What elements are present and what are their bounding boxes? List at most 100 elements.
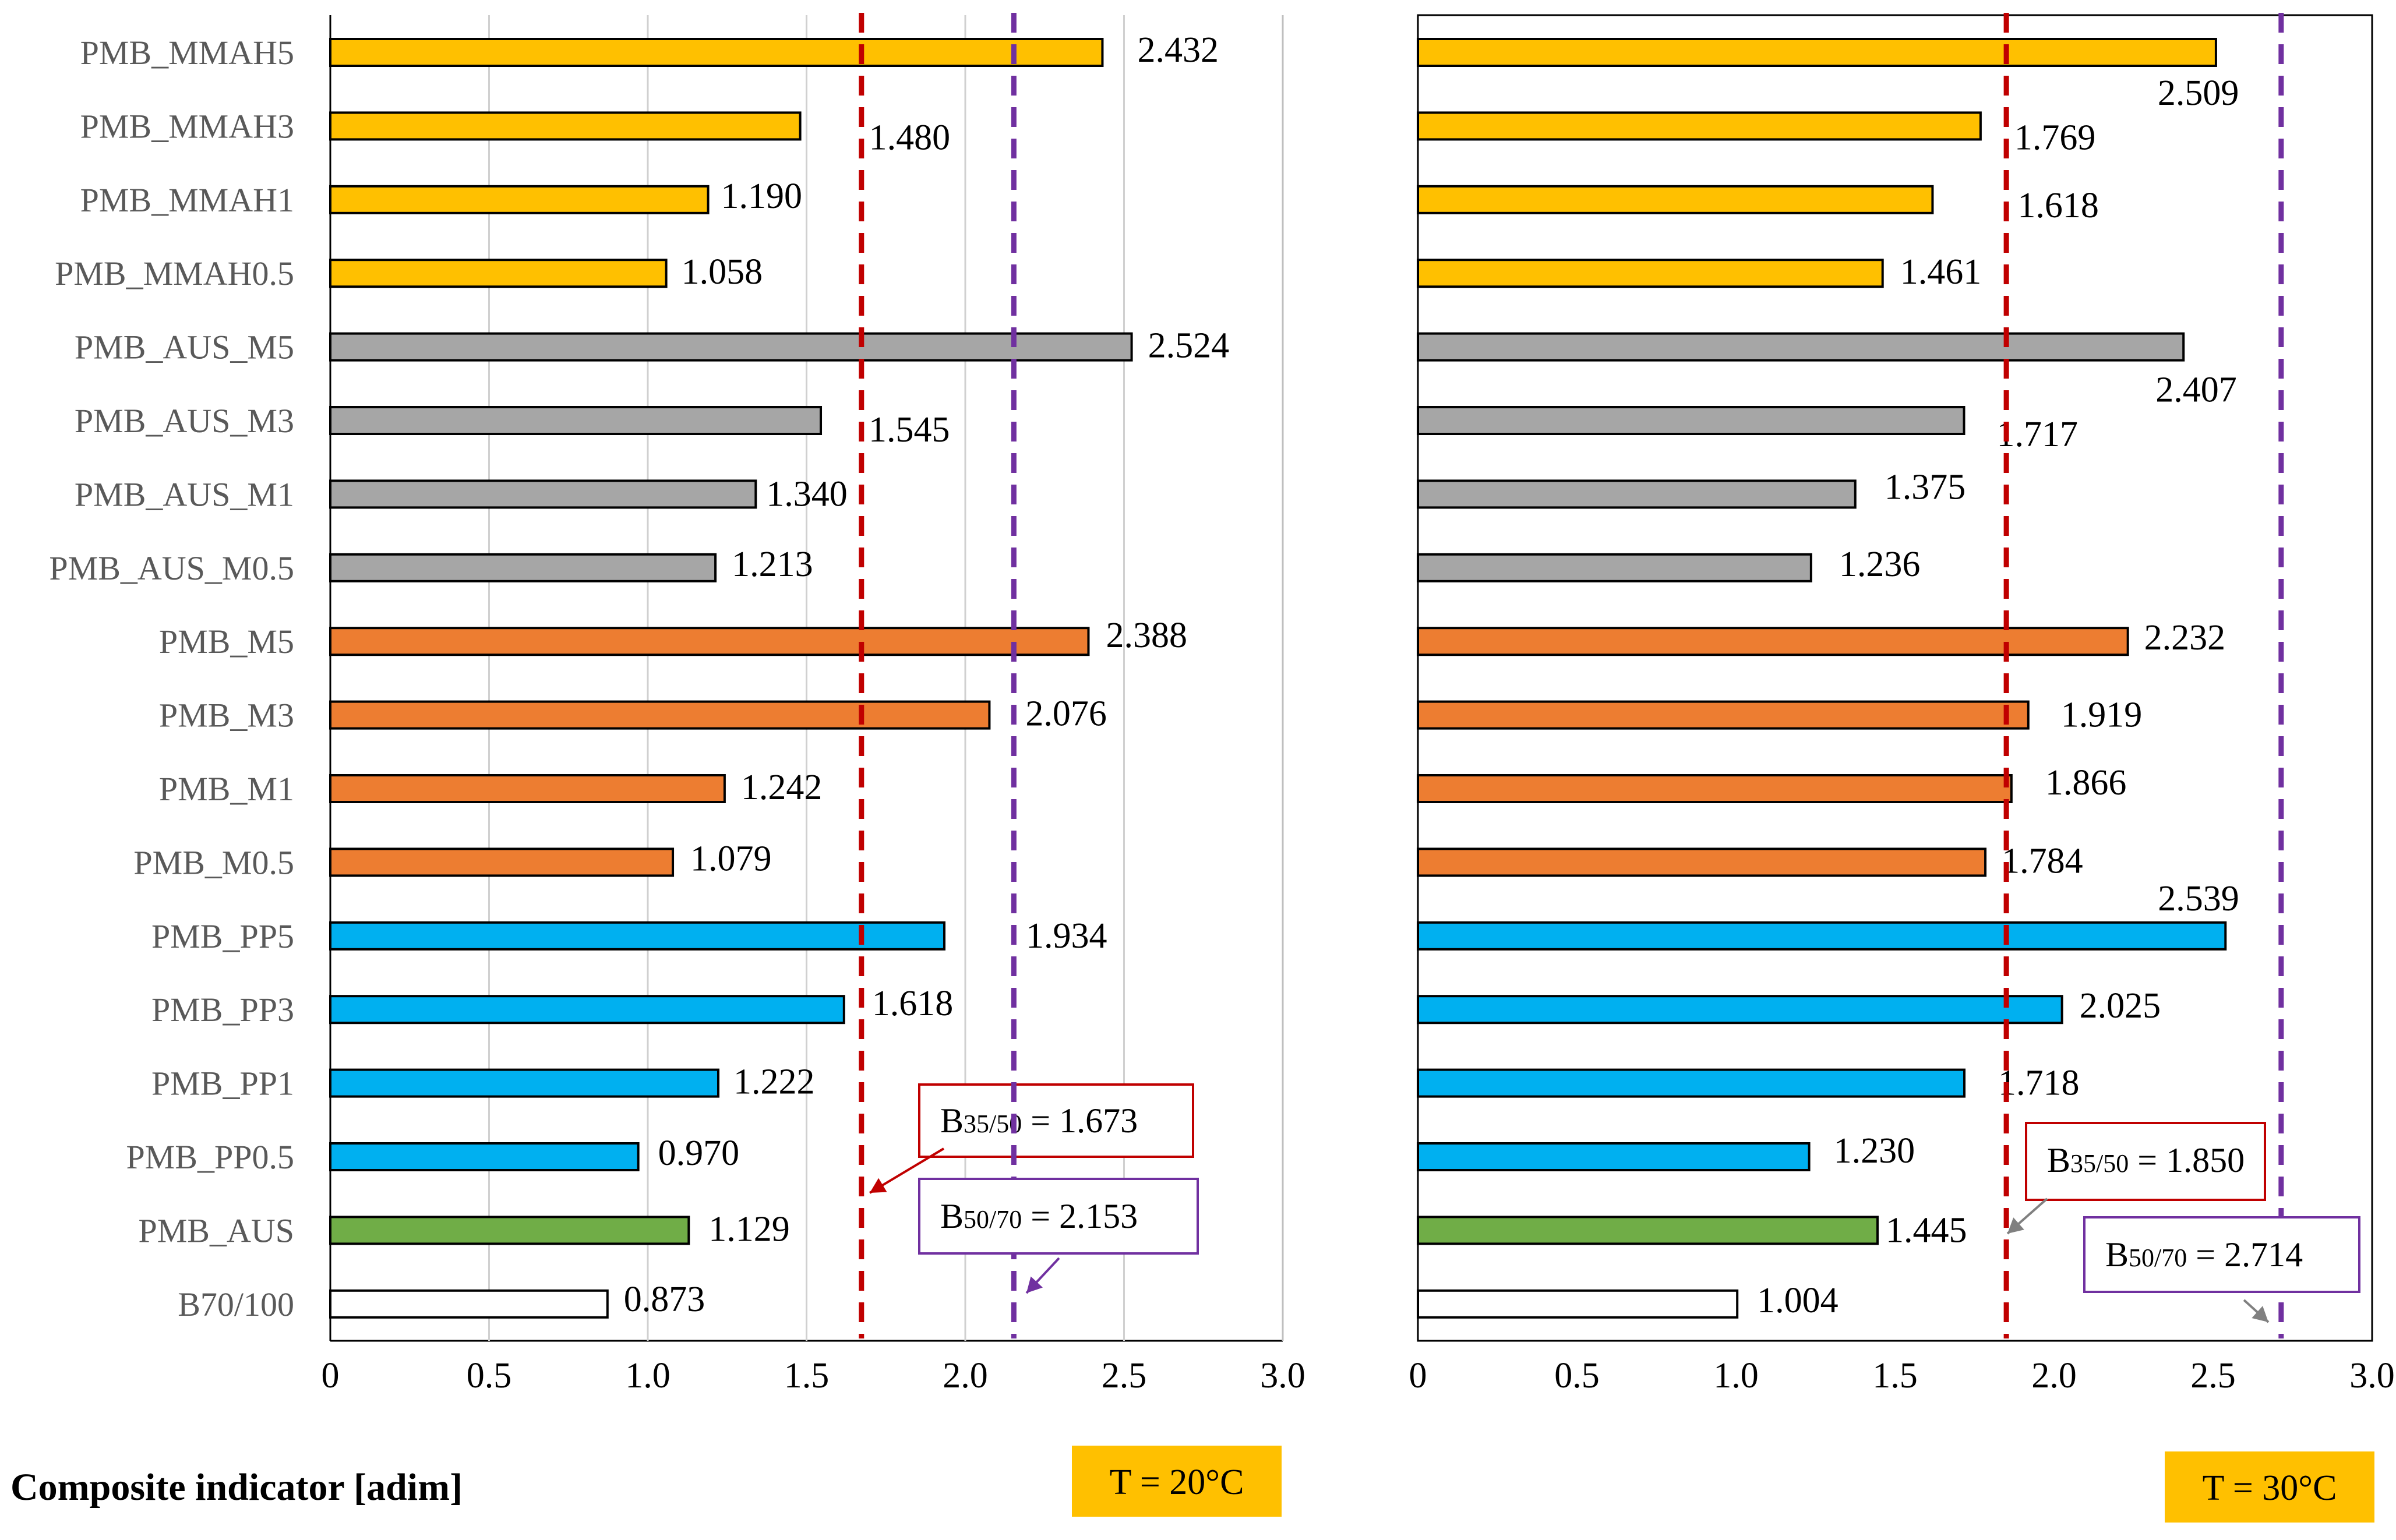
- bar-pmb-m3: [329, 700, 991, 730]
- bar-pmb-aus-m3: [1417, 406, 1966, 435]
- bar-pmb-aus-m0-5: [329, 553, 717, 582]
- x-tick-label: 0: [1409, 1356, 1427, 1396]
- value-label-pmb-aus-m0-5: 1.213: [732, 545, 813, 584]
- bar-pmb-pp5: [329, 921, 946, 951]
- value-label-b70-100: 1.004: [1757, 1281, 1839, 1320]
- category-label-pmb-m5: PMB_M5: [159, 623, 294, 660]
- category-label-pmb-pp1: PMB_PP1: [151, 1065, 294, 1103]
- value-label-pmb-pp1: 1.222: [733, 1062, 815, 1102]
- x-tick-label: 0.5: [1554, 1356, 1600, 1396]
- value-label-pmb-mmah5: 2.432: [1137, 30, 1219, 70]
- value-label-pmb-aus: 1.445: [1886, 1210, 1967, 1250]
- category-label-pmb-pp3: PMB_PP3: [151, 991, 294, 1029]
- value-label-pmb-mmah0-5: 1.058: [682, 252, 763, 292]
- value-label-pmb-aus-m1: 1.340: [766, 474, 848, 514]
- value-label-pmb-m3: 2.076: [1025, 694, 1107, 734]
- category-label-pmb-m1: PMB_M1: [159, 770, 294, 808]
- value-label-pmb-aus-m1: 1.375: [1885, 467, 1966, 507]
- bar-pmb-pp5: [1417, 921, 2227, 951]
- bar-pmb-pp0-5: [329, 1142, 640, 1171]
- x-tick-label: 2.0: [943, 1356, 988, 1396]
- value-label-pmb-mmah3: 1.769: [2014, 118, 2096, 157]
- x-tick-label: 3.0: [1260, 1356, 1305, 1396]
- temp-30-box: [2165, 1451, 2374, 1523]
- value-label-pmb-aus-m0-5: 1.236: [1839, 545, 1921, 584]
- bar-pmb-mmah3: [1417, 111, 1982, 141]
- category-label-pmb-mmah0-5: PMB_MMAH0.5: [55, 255, 294, 292]
- category-label-pmb-mmah1: PMB_MMAH1: [80, 181, 294, 219]
- value-label-pmb-aus-m3: 1.717: [1996, 415, 2078, 454]
- value-label-pmb-m5: 2.232: [2144, 618, 2226, 658]
- x-tick-label: 1.0: [625, 1356, 671, 1396]
- category-label-pmb-m3: PMB_M3: [159, 697, 294, 734]
- bar-pmb-pp1: [329, 1068, 719, 1098]
- temp-20-box: [1072, 1446, 1282, 1517]
- value-label-pmb-pp5: 2.539: [2158, 879, 2239, 919]
- bar-pmb-aus-m1: [1417, 479, 1857, 509]
- category-label-b70-100: B70/100: [178, 1285, 294, 1323]
- panel-20c: 0 0.5 1.0 1.5 2.0 2.5 3.0 2.432 PMB_MMAH5 1.480 PM…: [49, 13, 1305, 1396]
- bar-pmb-mmah5: [329, 38, 1104, 67]
- bar-pmb-pp1: [1417, 1068, 1966, 1098]
- category-label-pmb-pp5: PMB_PP5: [151, 917, 294, 955]
- category-label-pmb-mmah5: PMB_MMAH5: [80, 34, 294, 72]
- x-tick-label: 0: [322, 1356, 340, 1396]
- category-label-pmb-aus-m0-5: PMB_AUS_M0.5: [49, 549, 294, 587]
- value-label-pmb-pp3: 1.618: [872, 984, 954, 1023]
- temp-20-label: T = 20°C: [1110, 1463, 1244, 1502]
- value-label-pmb-mmah1: 1.618: [2017, 186, 2099, 225]
- category-label-pmb-aus-m5: PMB_AUS_M5: [75, 329, 294, 366]
- bar-pmb-aus-m3: [329, 406, 823, 435]
- value-label-pmb-m1: 1.866: [2045, 763, 2127, 803]
- x-tick-label: 0.5: [467, 1356, 512, 1396]
- value-label-pmb-aus-m3: 1.545: [869, 410, 950, 450]
- value-label-pmb-m5: 2.388: [1106, 616, 1187, 655]
- value-label-pmb-pp0-5: 0.970: [658, 1133, 740, 1173]
- bar-pmb-pp0-5: [1417, 1142, 1811, 1171]
- ref-label-b50-70: B50/70 = 2.153: [940, 1197, 1138, 1235]
- bar-pmb-m3: [1417, 700, 2030, 730]
- temp-30-label: T = 30°C: [2203, 1468, 2337, 1508]
- ref-arrowhead-b50-70: [1026, 1276, 1043, 1293]
- bar-pmb-aus-m1: [329, 479, 757, 509]
- bar-pmb-m5: [329, 627, 1090, 656]
- bar-pmb-m1: [329, 774, 726, 803]
- bar-pmb-aus-m0-5: [1417, 553, 1812, 582]
- bar-pmb-aus-m5: [1417, 332, 2185, 362]
- bar-pmb-mmah0-5: [1417, 259, 1884, 288]
- value-label-pmb-m3: 1.919: [2061, 695, 2143, 735]
- category-label-pmb-aus-m3: PMB_AUS_M3: [75, 402, 294, 440]
- value-label-pmb-m0-5: 1.079: [690, 839, 772, 878]
- bar-pmb-aus: [329, 1216, 690, 1245]
- value-label-pmb-mmah5: 2.509: [2158, 73, 2239, 113]
- x-tick-label: 3.0: [2349, 1356, 2395, 1396]
- bar-pmb-mmah1: [329, 185, 710, 214]
- bar-pmb-pp3: [1417, 995, 2063, 1025]
- bar-pmb-aus: [1417, 1216, 1879, 1245]
- bar-b70-100: [329, 1289, 609, 1319]
- bar-pmb-m0-5: [329, 847, 675, 877]
- panel-30c: 0 0.5 1.0 1.5 2.0 2.5 3.0 2.509 1.769 1.618 1.461 2…: [1409, 13, 2395, 1396]
- ref-label-b50-70: B50/70 = 2.714: [2105, 1235, 2303, 1274]
- x-tick-label: 1.5: [1872, 1356, 1918, 1396]
- x-tick-label: 2.0: [2031, 1356, 2077, 1396]
- ref-arrowhead-b35-50: [870, 1178, 887, 1193]
- value-label-pmb-mmah0-5: 1.461: [1900, 252, 1982, 292]
- bar-pmb-aus-m5: [329, 332, 1133, 362]
- value-label-pmb-aus-m5: 2.524: [1148, 326, 1230, 366]
- value-label-pmb-aus-m5: 2.407: [2155, 370, 2237, 410]
- x-tick-label: 1.5: [784, 1356, 830, 1396]
- bar-pmb-m0-5: [1417, 847, 1987, 877]
- x-tick-label: 1.0: [1713, 1356, 1759, 1396]
- ref-box-b35-50: [918, 1083, 1194, 1158]
- bar-b70-100: [1417, 1289, 1739, 1319]
- category-label-pmb-aus-m1: PMB_AUS_M1: [75, 475, 294, 513]
- bar-pmb-mmah0-5: [329, 259, 668, 288]
- bar-pmb-pp3: [329, 995, 845, 1025]
- value-label-pmb-mmah1: 1.190: [721, 176, 803, 216]
- bar-pmb-mmah3: [329, 111, 802, 141]
- value-label-pmb-pp1: 1.718: [1998, 1064, 2080, 1103]
- ref-box-b35-50: [2025, 1122, 2266, 1201]
- bar-pmb-mmah1: [1417, 185, 1934, 214]
